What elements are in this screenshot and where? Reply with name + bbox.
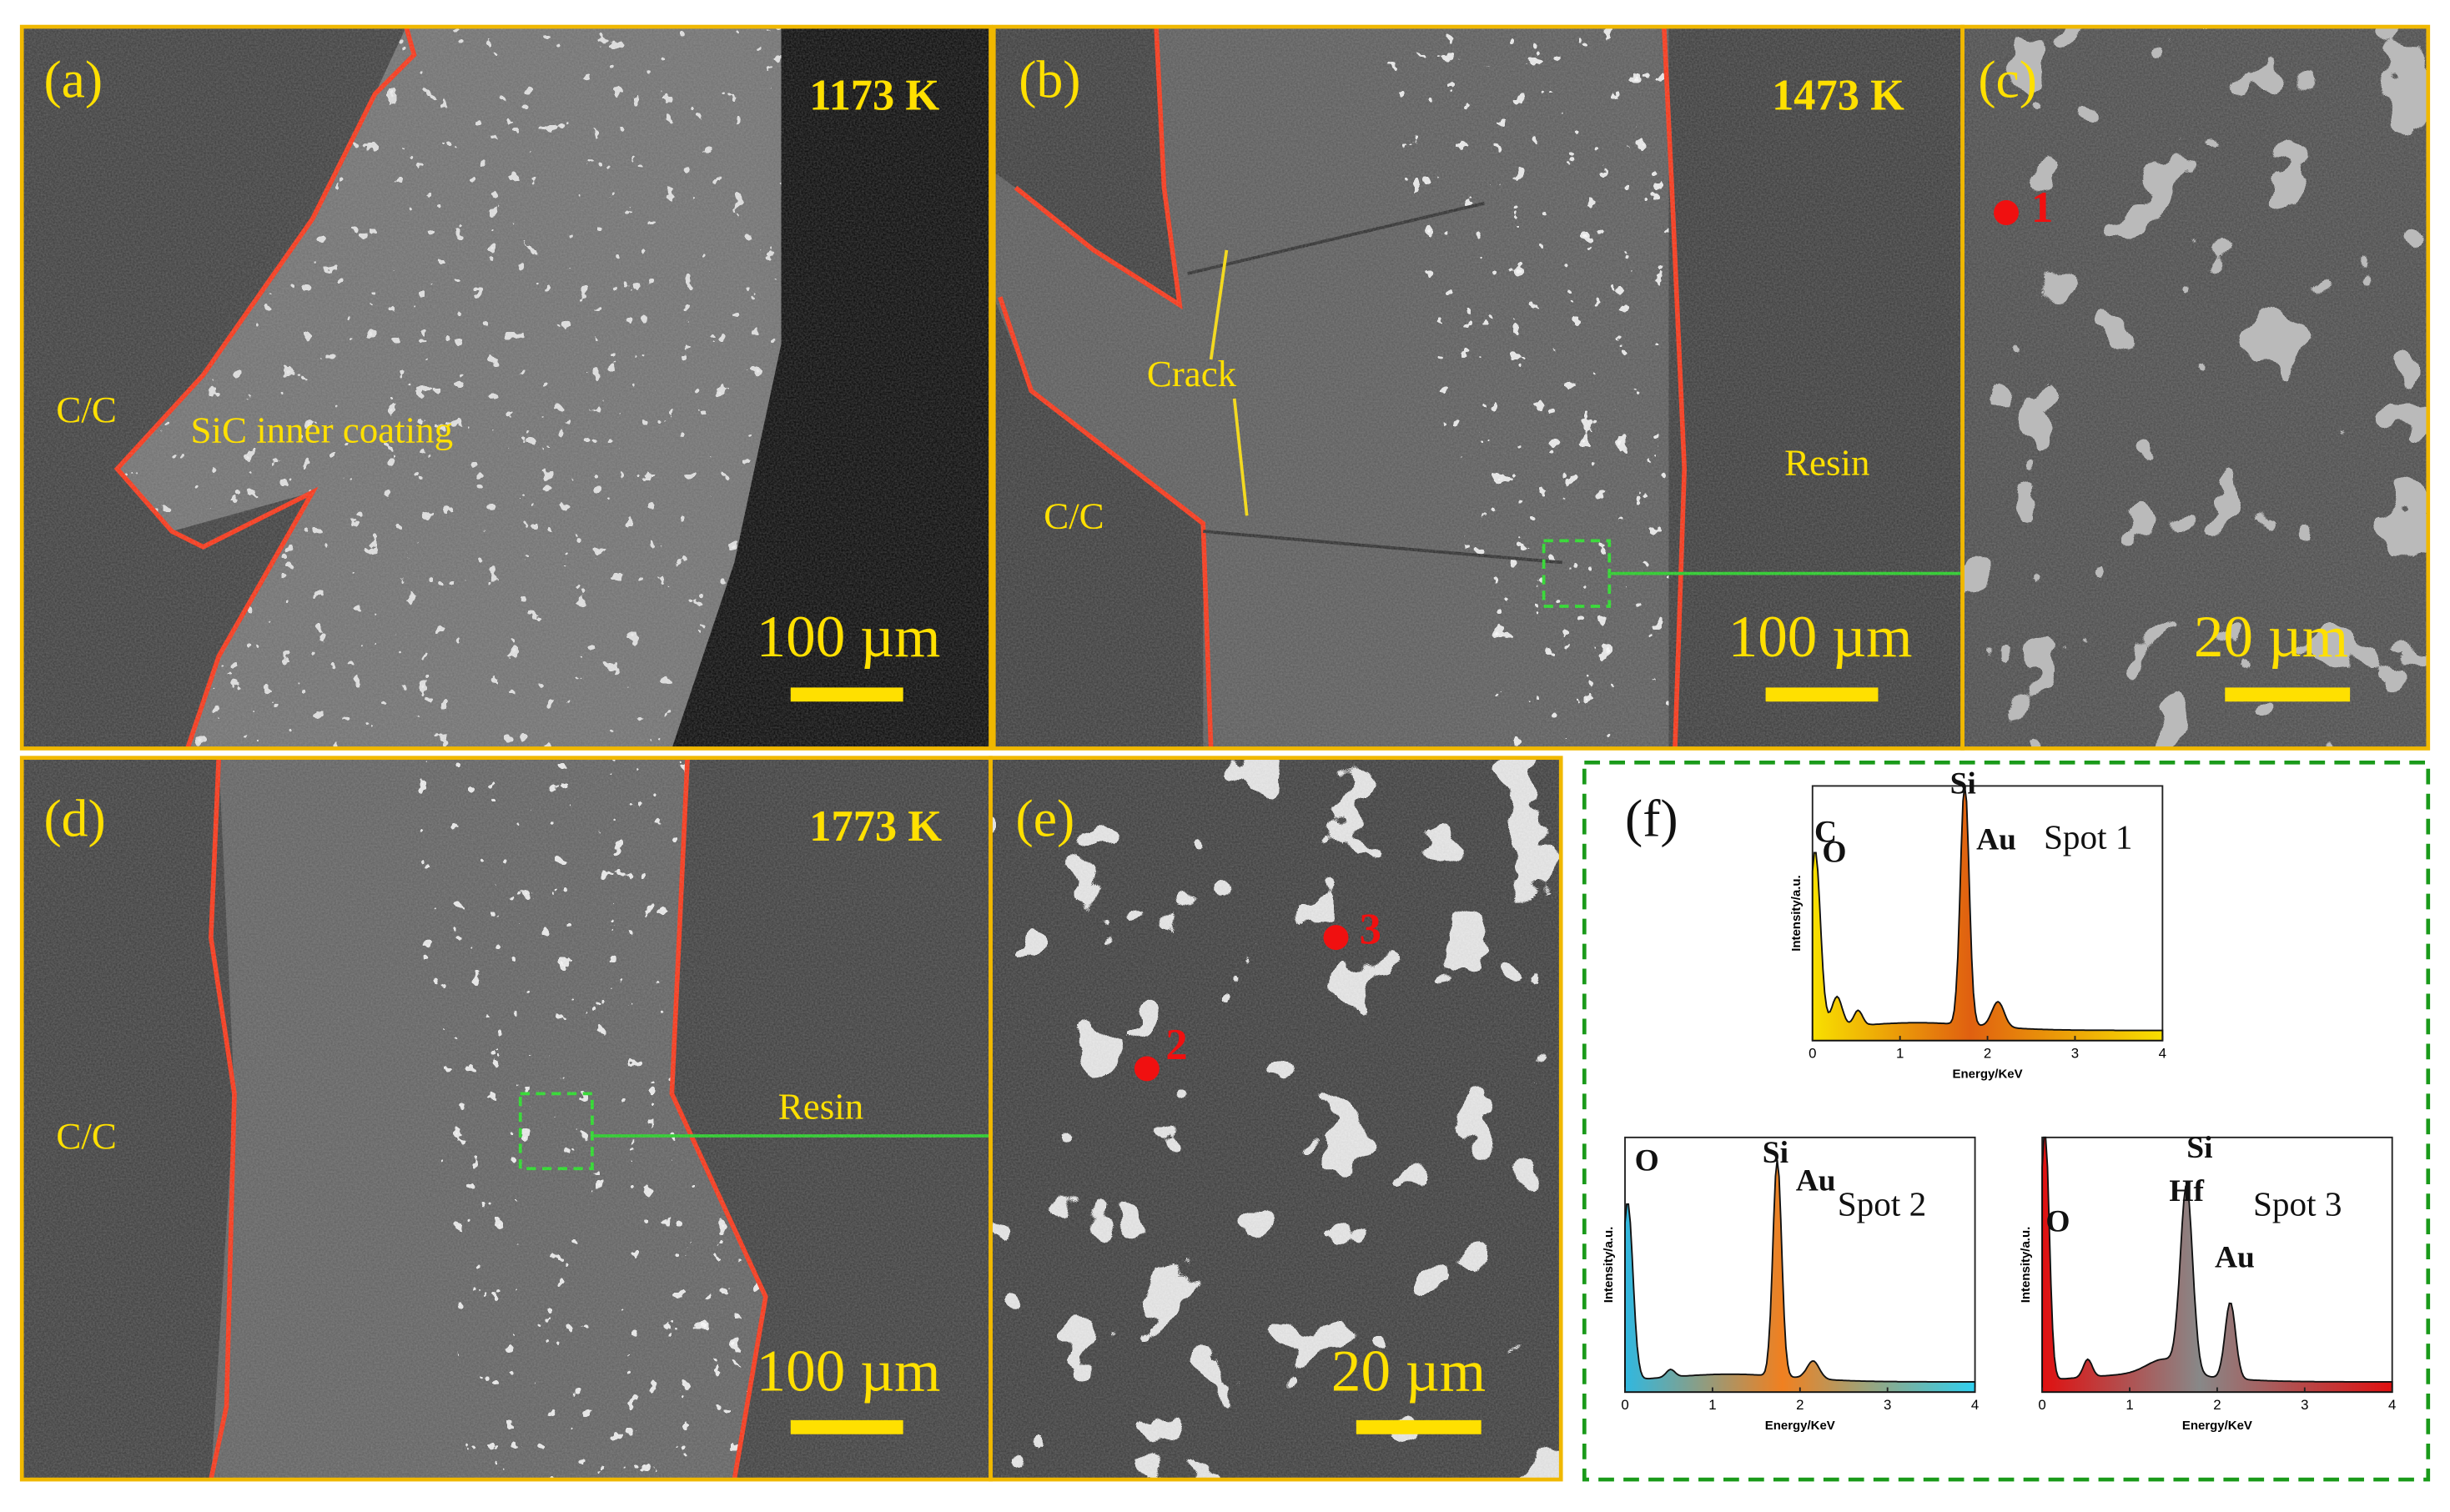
peak-label: O [1822,836,1846,870]
peak-label: Si [1950,766,1976,801]
annotation: Crack [1147,353,1237,394]
spot-name: Spot 1 [2044,817,2132,856]
y-axis-label: Intensity/a.u. [2019,1227,2033,1304]
peak-label: O [2045,1205,2070,1239]
scale-bar-label: 100 µm [757,605,941,670]
y-axis-label: Intensity/a.u. [1602,1227,1616,1304]
x-tick-label: 0 [1809,1045,1816,1061]
x-tick-label: 2 [2213,1397,2221,1413]
scale-bar-label: 20 µm [2194,605,2348,670]
annotation: Resin [1784,442,1869,484]
panel-label: (a) [43,49,103,108]
spot-name: Spot 3 [2253,1184,2342,1223]
annotation: C/C [56,389,116,430]
x-tick-label: 3 [2301,1397,2308,1413]
x-tick-label: 0 [1621,1397,1628,1413]
peak-label: Si [1763,1136,1788,1170]
spectrum [1624,1159,1976,1394]
x-tick-label: 0 [2038,1397,2045,1413]
x-tick-label: 3 [1884,1397,1891,1413]
panel-label: (b) [1019,49,1080,108]
annotation: C/C [1044,495,1104,536]
x-tick-label: 4 [2388,1397,2396,1413]
panel-borders [19,24,2431,1482]
scale-bar-label: 20 µm [1331,1339,1486,1404]
panel-a [22,26,991,750]
scale-bar-label: 100 µm [1728,605,1913,670]
annotation: Resin [778,1085,863,1127]
x-axis-label: Energy/KeV [1765,1419,1835,1433]
x-tick-label: 1 [1896,1045,1904,1061]
peak-label: C [1814,815,1837,849]
panel-e [990,757,1562,1480]
labels: (a) 1173 K C/C SiC inner coating 100 µm … [43,49,2348,1404]
spectrum [2041,1136,2393,1394]
spot-label: 2 [1165,1021,1187,1069]
peak-label: Hf [2169,1174,2204,1208]
scale-bar-label: 100 µm [757,1339,941,1404]
x-tick-label: 1 [1708,1397,1716,1413]
spot-label: 3 [1360,906,1381,954]
annotation: C/C [56,1115,116,1157]
x-axis-label: Energy/KeV [1953,1067,2023,1082]
panel-label: (e) [1016,788,1075,847]
x-tick-label: 1 [2126,1397,2133,1413]
peak-label: O [1635,1143,1659,1178]
temperature: 1173 K [809,71,939,119]
panel-label: (d) [43,788,105,847]
peak-label: Si [2186,1131,2212,1165]
panel-c [1962,27,2428,749]
x-tick-label: 4 [1971,1397,1979,1413]
annotation: SiC inner coating [191,409,454,450]
temperature: 1773 K [809,802,942,851]
x-tick-label: 4 [2159,1045,2166,1061]
peak-label: Au [1796,1164,1836,1198]
panel-f-frame [1582,760,2431,1482]
peak-label: Au [2215,1240,2255,1274]
spot-label: 1 [2031,183,2053,232]
spectrum [1811,786,2164,1042]
spot-name: Spot 2 [1838,1184,1926,1223]
panel-label: (f) [1625,788,1678,847]
panel-d [22,757,1024,1480]
x-tick-label: 2 [1796,1397,1804,1413]
peak-label: Au [1976,822,2016,856]
panel-label: (c) [1978,49,2037,108]
scale-bars [790,687,2351,1434]
temperature: 1473 K [1772,71,1904,119]
x-tick-label: 2 [1984,1045,1991,1061]
y-axis-label: Intensity/a.u. [1789,875,1804,952]
x-axis-label: Energy/KeV [2182,1419,2252,1433]
x-tick-label: 3 [2071,1045,2079,1061]
panel-b [994,26,2008,749]
